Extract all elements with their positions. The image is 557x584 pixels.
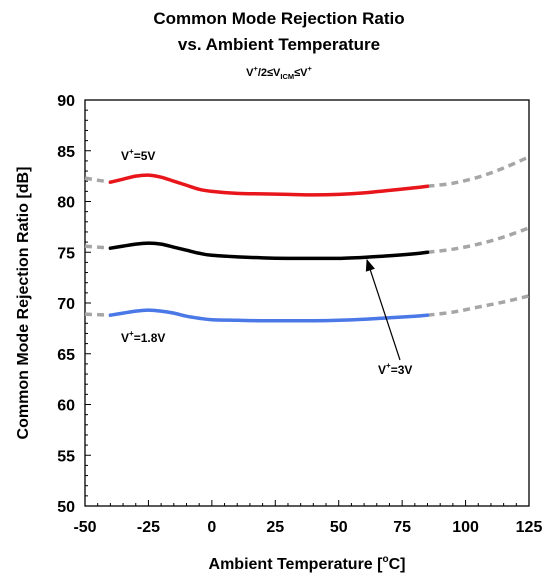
x-tick-label: 25 xyxy=(266,519,284,536)
x-tick-label: 100 xyxy=(452,519,479,536)
y-tick-label: 80 xyxy=(57,195,75,212)
subtitle-part: V xyxy=(246,67,254,79)
x-tick-label: -50 xyxy=(73,519,96,536)
annotation-5v: V+=5V xyxy=(121,147,155,163)
x-axis-label: Ambient Temperature [oC] xyxy=(209,554,406,573)
y-tick-label: 70 xyxy=(57,296,75,313)
series-extrapolation-high-v-5v xyxy=(427,155,530,189)
x-tick-label: 0 xyxy=(207,519,216,536)
x-tick-label: 50 xyxy=(330,519,348,536)
annotation-part: V xyxy=(121,331,129,345)
axis-ticks: 50 55 60 65 70 75 80 85 90 -50 -25 0 25 50 75 100 125 xyxy=(57,93,542,536)
annotation-part: + xyxy=(129,147,134,156)
x-axis-label-sup: o xyxy=(382,554,388,565)
chart-title-line1: Common Mode Rejection Ratio xyxy=(153,9,404,28)
y-tick-label: 90 xyxy=(57,93,75,110)
series-layer xyxy=(84,155,530,323)
y-tick-label: 50 xyxy=(57,499,75,516)
series-line-v-3v xyxy=(108,241,430,261)
subtitle-part: ≤V xyxy=(294,67,308,79)
subtitle-part: ICM xyxy=(280,72,294,81)
x-tick-label: 75 xyxy=(393,519,411,536)
subtitle-part: + xyxy=(308,64,313,73)
annotation-1-8v: V+=1.8V xyxy=(121,329,165,345)
plot-area xyxy=(84,99,530,507)
series-line-v-5v xyxy=(108,173,430,197)
y-tick-label: 60 xyxy=(57,398,75,415)
series-extrapolation-low-v-3v xyxy=(84,244,111,250)
x-tick-label: -25 xyxy=(137,519,160,536)
annotation-part: V xyxy=(121,149,129,163)
y-axis-label: Common Mode Rejection Ratio [dB] xyxy=(15,167,32,440)
y-tick-label: 55 xyxy=(57,448,75,465)
series-extrapolation-high-v-1-8v xyxy=(427,294,530,317)
series-extrapolation-low-v-1-8v xyxy=(84,312,111,317)
chart-title-line2: vs. Ambient Temperature xyxy=(178,35,380,54)
annotation-3v: V+=3V xyxy=(378,361,412,377)
x-tick-label: 125 xyxy=(516,519,543,536)
annotation-part: V xyxy=(378,363,386,377)
x-axis-label-main: Ambient Temperature [ xyxy=(209,556,384,573)
series-extrapolation-low-v-5v xyxy=(84,176,111,184)
annotation-part: =5V xyxy=(134,149,156,163)
y-tick-label: 75 xyxy=(57,245,75,262)
annotation-3v-arrow xyxy=(365,258,401,361)
annotation-part: =1.8V xyxy=(134,331,166,345)
y-tick-label: 65 xyxy=(57,347,75,364)
annotation-part: + xyxy=(386,361,391,370)
subtitle-part: + xyxy=(253,64,258,73)
y-tick-label: 85 xyxy=(57,144,75,161)
x-axis-label-tail: C] xyxy=(389,556,406,573)
chart-subtitle: V+/2≤VICM≤V+ xyxy=(246,64,312,81)
annotation-part: =3V xyxy=(391,363,413,377)
annotation-part: + xyxy=(129,329,134,338)
series-extrapolation-high-v-3v xyxy=(427,226,530,254)
series-line-v-1-8v xyxy=(108,308,430,323)
subtitle-part: /2≤V xyxy=(258,67,281,79)
